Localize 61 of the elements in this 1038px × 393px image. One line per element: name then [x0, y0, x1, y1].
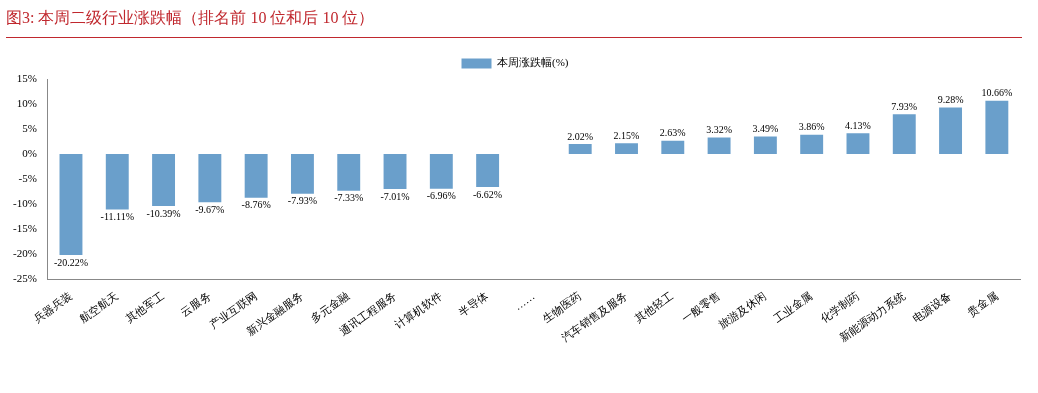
- data-label: -7.93%: [287, 195, 318, 207]
- data-label: -9.67%: [195, 203, 225, 215]
- x-tick-label: 其他轻工: [632, 289, 676, 325]
- y-tick-label: -10%: [13, 196, 37, 209]
- data-label: 2.63%: [659, 127, 686, 139]
- bar: [429, 154, 453, 189]
- data-label: 3.86%: [798, 121, 825, 133]
- y-tick-label: -5%: [18, 171, 37, 184]
- y-tick-label: -15%: [13, 221, 37, 234]
- bar: [800, 134, 824, 155]
- x-tick-label: 贵金属: [965, 289, 1000, 319]
- data-label: 2.15%: [613, 129, 640, 141]
- x-tick-label: 电源设备: [910, 289, 954, 325]
- bar: [568, 143, 592, 155]
- bar: [707, 137, 731, 155]
- data-label: 2.02%: [567, 130, 594, 142]
- data-label: -7.33%: [334, 192, 364, 204]
- bar: [198, 154, 222, 203]
- bar: [105, 154, 129, 210]
- bar: [846, 133, 870, 155]
- bar: [615, 143, 638, 155]
- data-label: -7.01%: [380, 190, 410, 202]
- data-label: 4.13%: [845, 119, 871, 131]
- data-label: -20.22%: [53, 256, 89, 268]
- data-label: 3.49%: [752, 123, 779, 135]
- x-tick-label: 工业金属: [771, 289, 815, 325]
- x-tick-label: 半导体: [456, 289, 491, 319]
- x-tick-label: 兵器兵装: [30, 289, 74, 325]
- y-tick-label: 0%: [22, 146, 37, 159]
- bar: [337, 154, 361, 191]
- y-tick-label: 10%: [16, 96, 37, 109]
- bar: [985, 100, 1009, 155]
- bar: [753, 136, 777, 155]
- bar: [661, 140, 685, 155]
- legend-label: 本周涨跌幅(%): [497, 56, 569, 70]
- bar: [892, 114, 916, 155]
- data-label: -6.96%: [426, 190, 456, 202]
- y-tick-label: -20%: [13, 246, 37, 259]
- data-label: -10.39%: [146, 207, 181, 219]
- y-tick-label: 5%: [22, 121, 37, 134]
- y-tick-label: 15%: [16, 71, 37, 84]
- x-tick-label: 云服务: [178, 289, 213, 319]
- bar: [476, 154, 500, 188]
- bar: [383, 154, 407, 190]
- data-label: 7.93%: [891, 100, 918, 112]
- bar: [290, 154, 314, 194]
- chart-title: 图3: 本周二级行业涨跌幅（排名前 10 位和后 10 位）: [6, 8, 375, 28]
- bar: [152, 154, 176, 206]
- x-tick-label: ……: [511, 289, 537, 313]
- bar: [59, 154, 83, 256]
- x-tick-label: 其他军工: [123, 289, 167, 325]
- bar: [244, 154, 268, 198]
- x-tick-label: 航空航天: [77, 289, 121, 325]
- y-tick-label: -25%: [13, 271, 37, 284]
- data-label: -8.76%: [241, 199, 271, 211]
- data-label: 3.32%: [706, 124, 733, 136]
- bar: [939, 107, 963, 155]
- data-label: -11.11%: [100, 211, 134, 223]
- data-label: 9.28%: [937, 94, 964, 106]
- data-label: 10.66%: [981, 87, 1013, 99]
- data-label: -6.62%: [473, 188, 503, 200]
